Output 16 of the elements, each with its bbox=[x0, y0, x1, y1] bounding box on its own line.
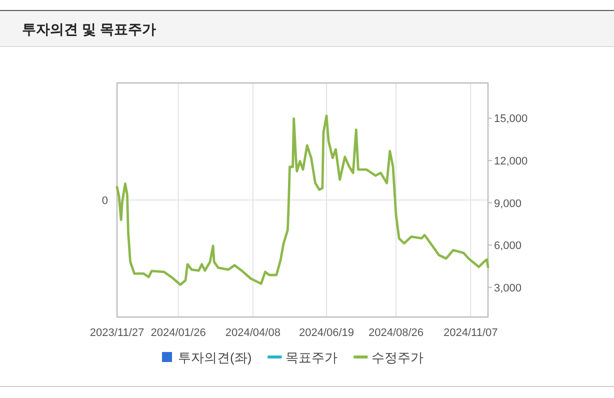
y2-tick-label: 12,000 bbox=[494, 156, 528, 168]
legend-label: 수정주가 bbox=[372, 350, 424, 365]
y2-tick-label: 3,000 bbox=[494, 282, 522, 294]
x-tick-label: 2024/04/08 bbox=[225, 327, 280, 339]
x-tick-label: 2024/08/26 bbox=[368, 327, 424, 339]
text: 0 bbox=[102, 195, 108, 207]
y2-tick-label: 9,000 bbox=[494, 198, 522, 210]
x-tick-label: 2024/01/26 bbox=[150, 327, 206, 339]
legend-label: 목표주가 bbox=[286, 350, 338, 365]
y2-tick-label: 6,000 bbox=[494, 240, 522, 252]
legend-label: 투자의견(좌) bbox=[178, 350, 252, 365]
x-tick-label: 2024/06/19 bbox=[298, 327, 354, 339]
title: 투자의견 및 목표주가 bbox=[22, 21, 156, 37]
x-tick-label: 2024/11/07 bbox=[444, 327, 498, 339]
x-tick-label: 2023/11/27 bbox=[90, 327, 144, 339]
y2-tick-label: 15,000 bbox=[494, 113, 528, 126]
